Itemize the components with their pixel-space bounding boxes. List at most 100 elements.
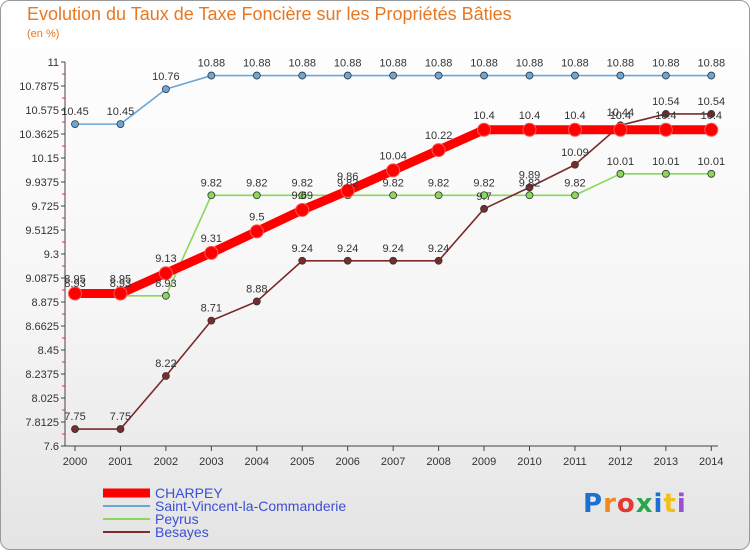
- legend-label: Besayes: [155, 524, 209, 540]
- data-point: [161, 372, 170, 380]
- data-label: 9.82: [337, 177, 358, 189]
- y-tick-label: 8.025: [31, 393, 59, 405]
- data-label: 9.82: [382, 177, 403, 189]
- data-point: [295, 202, 310, 217]
- data-point: [389, 71, 398, 80]
- data-label: 8.88: [246, 283, 267, 295]
- y-tick-label: 9.725: [31, 201, 59, 213]
- y-tick-label: 8.45: [38, 345, 59, 357]
- logo-letter: P: [583, 489, 604, 519]
- data-label: 9.24: [382, 243, 403, 255]
- data-labels: 8.95 8.95 9.13 9.31 9.5 9.69 9.86 10.04 10.22 10.…: [61, 58, 725, 424]
- data-point: [298, 191, 307, 200]
- y-tick-label: 9.3: [44, 249, 59, 261]
- data-point: [707, 110, 716, 118]
- data-label: 10.4: [701, 110, 722, 122]
- data-point: [389, 256, 398, 265]
- data-label: 10.88: [561, 58, 589, 70]
- y-tick-label: 10.575: [25, 105, 59, 117]
- x-tick-label: 2013: [654, 456, 678, 468]
- data-point: [340, 183, 355, 198]
- data-label: 10.4: [473, 110, 494, 122]
- x-tick-label: 2001: [108, 456, 132, 468]
- data-label: 10.88: [243, 58, 271, 70]
- logo-letter: r: [603, 489, 617, 519]
- data-label: 10.4: [655, 110, 676, 122]
- legend-label: CHARPEY: [155, 485, 223, 501]
- data-label: 10.88: [425, 58, 453, 70]
- data-label: 8.93: [110, 278, 131, 290]
- proxiti-logo: Proxiti: [583, 489, 687, 519]
- data-point: [661, 71, 670, 80]
- data-label: 10.4: [610, 110, 631, 122]
- data-label: 10.01: [698, 156, 726, 168]
- logo-letter: o: [616, 489, 636, 519]
- data-point: [207, 191, 216, 200]
- data-label: 10.88: [334, 58, 362, 70]
- x-tick-label: 2002: [154, 456, 178, 468]
- data-point: [525, 71, 534, 80]
- data-point: [252, 297, 261, 306]
- y-tick-label: 11: [48, 57, 59, 69]
- data-label: 10.44: [607, 107, 635, 119]
- data-label: 10.45: [61, 106, 89, 118]
- data-point: [658, 122, 673, 137]
- data-point: [480, 204, 488, 213]
- data-label: 9.89: [519, 169, 540, 181]
- y-tick-label: 9.9375: [25, 177, 59, 189]
- data-point: [704, 122, 719, 137]
- data-point: [480, 191, 488, 200]
- logo-letter: t: [663, 489, 677, 519]
- y-tick-label: 9.0875: [25, 273, 59, 285]
- data-label: 10.01: [607, 156, 635, 168]
- y-tick-label: 7.6: [44, 441, 59, 453]
- y-tick-label: 10.7875: [19, 81, 59, 93]
- data-label: 9.7: [476, 191, 491, 203]
- x-tick-label: 2005: [290, 456, 314, 468]
- y-tick-label: 7.8125: [25, 417, 59, 429]
- data-point: [68, 286, 82, 301]
- data-point: [434, 71, 443, 80]
- data-point: [480, 71, 488, 80]
- x-tick-label: 2008: [426, 456, 450, 468]
- data-label: 8.95: [110, 274, 131, 286]
- data-label: 10.54: [698, 96, 726, 108]
- data-point: [116, 425, 125, 433]
- data-point: [707, 71, 716, 80]
- data-label: 10.4: [519, 110, 540, 122]
- data-label: 10.01: [652, 156, 680, 168]
- legend-label: Saint-Vincent-la-Commanderie: [155, 498, 346, 514]
- legend-label: Peyrus: [155, 511, 199, 527]
- data-point: [477, 122, 492, 137]
- data-label: 10.88: [470, 58, 498, 70]
- data-label: 10.45: [107, 106, 135, 118]
- data-point: [567, 122, 582, 137]
- data-point: [661, 169, 670, 178]
- data-label: 7.75: [110, 411, 131, 423]
- x-tick-label: 2014: [699, 456, 723, 468]
- data-point: [249, 224, 264, 239]
- series-layer: [68, 71, 719, 433]
- data-point: [252, 191, 261, 200]
- data-point: [613, 122, 628, 137]
- data-point: [158, 266, 173, 281]
- data-label: 9.82: [292, 177, 313, 189]
- data-point: [298, 71, 307, 80]
- data-label: 10.76: [152, 71, 180, 83]
- logo-letter: x: [635, 489, 654, 519]
- data-label: 10.88: [198, 58, 226, 70]
- x-tick-label: 2004: [245, 456, 269, 468]
- data-label: 9.24: [428, 243, 449, 255]
- data-point: [522, 122, 537, 137]
- data-point: [431, 143, 446, 158]
- data-label: 10.54: [652, 96, 680, 108]
- data-label: 9.5: [249, 211, 264, 223]
- data-point: [661, 110, 670, 118]
- data-point: [525, 191, 534, 200]
- data-label: 10.88: [516, 58, 544, 70]
- data-point: [161, 85, 170, 94]
- data-point: [389, 191, 398, 200]
- y-tick-label: 10.3625: [19, 129, 59, 141]
- data-label: 9.82: [473, 177, 494, 189]
